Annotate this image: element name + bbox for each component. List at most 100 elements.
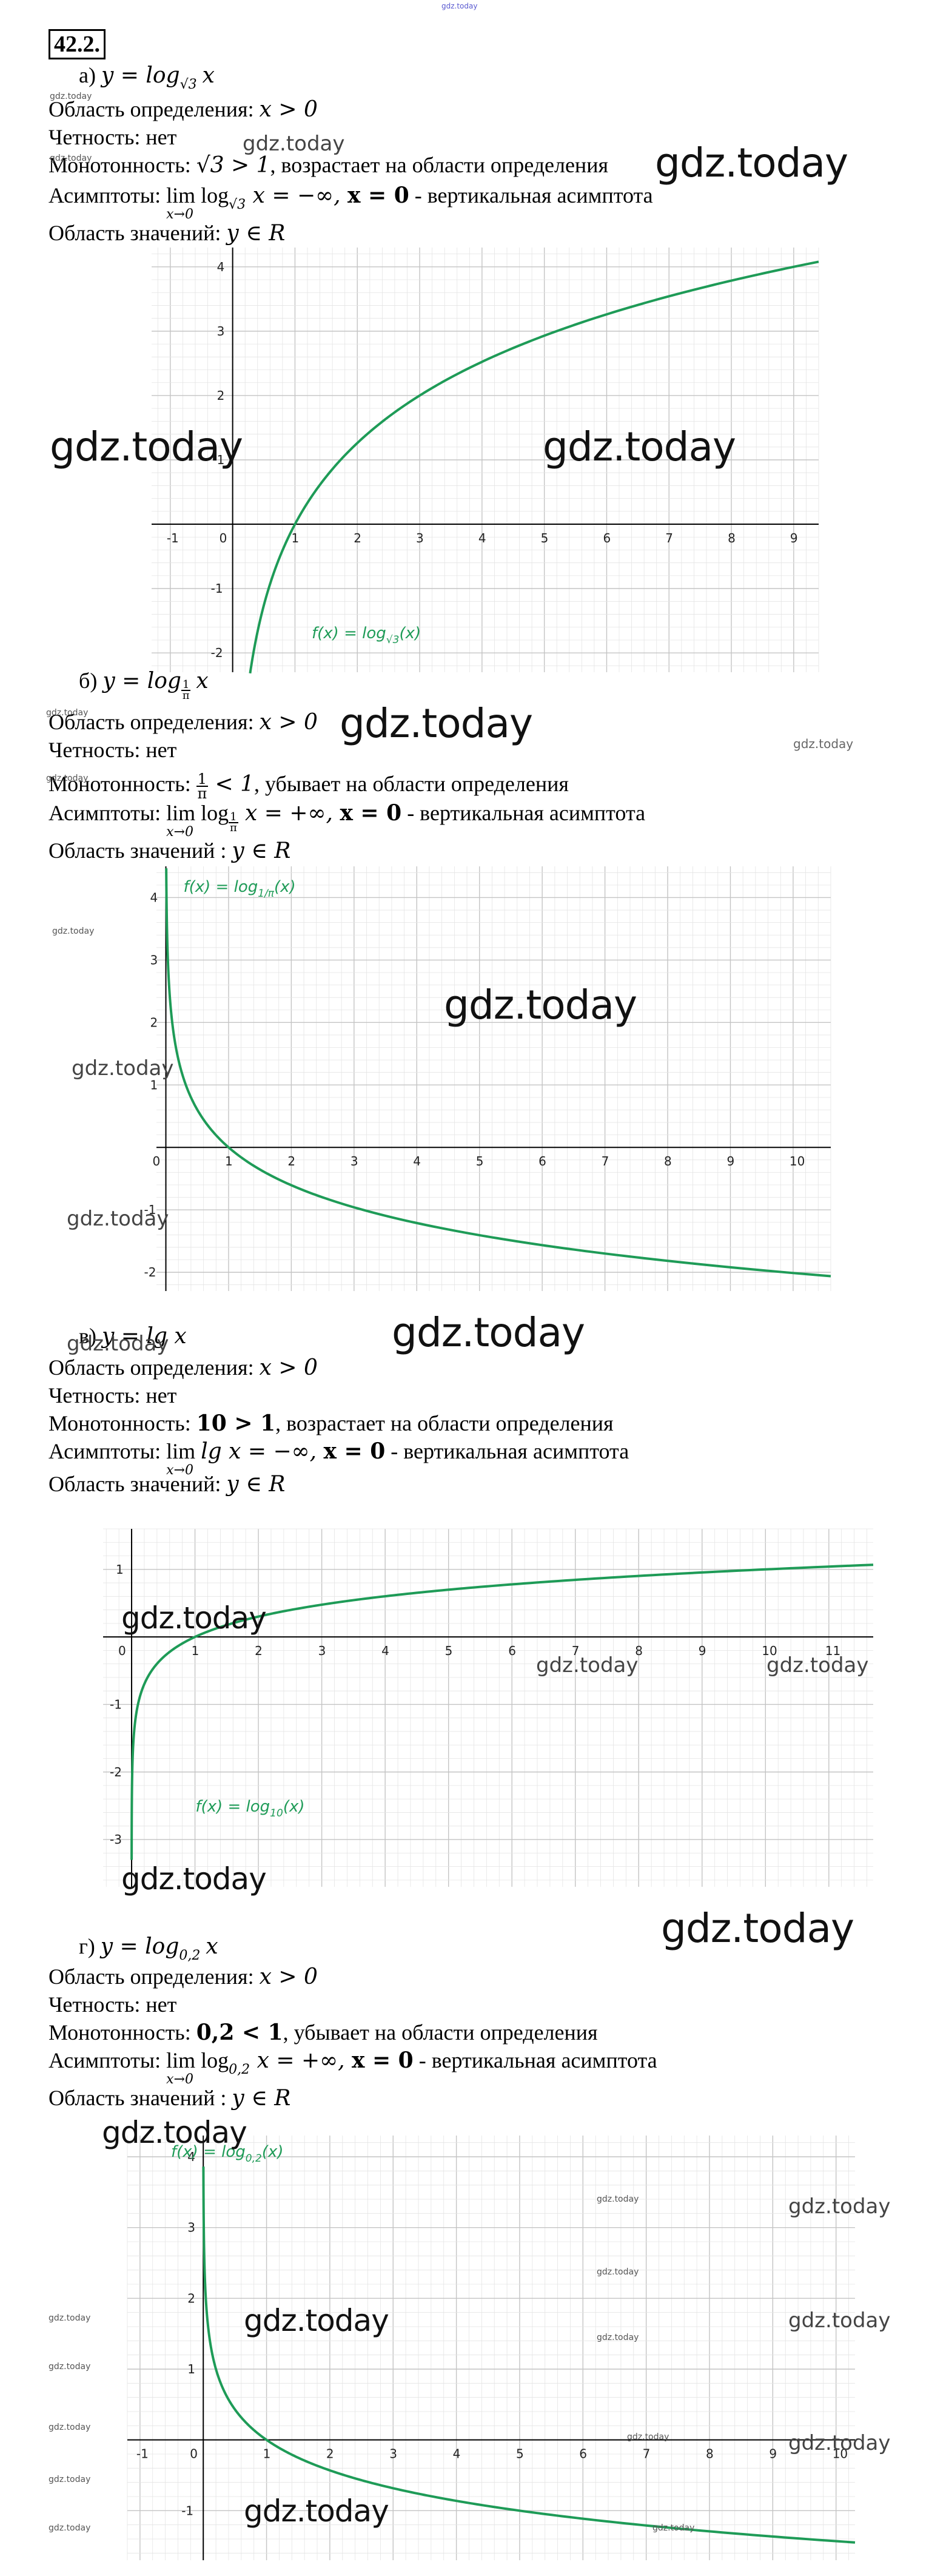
watermark: gdz.today [72,1056,174,1081]
y-tick-label: 4 [150,890,158,905]
part-v-domain: Область определения: x > 0 [49,1355,318,1380]
part-a-title: а) y = log√3 x [79,63,215,92]
part-b-parity: Четность: нет [49,738,177,762]
part-v-asymptote: Асимптоты: lim x→0 lg x = −∞, x = 0 - вер… [49,1438,629,1478]
watermark: gdz.today [49,2313,91,2323]
y-tick-label: 1 [187,2362,195,2376]
watermark: gdz.today [652,2523,695,2533]
function-curve [249,260,819,674]
x-tick-label: 0 [118,1644,126,1658]
watermark: gdz.today [243,132,345,156]
watermark: gdz.today [661,1905,854,1952]
x-tick-label: 5 [516,2447,524,2461]
x-tick-label: 4 [478,531,486,545]
watermark: gdz.today [49,2475,91,2484]
y-tick-label: 2 [217,388,225,403]
watermark: gdz.today [543,423,736,470]
watermark: gdz.today [788,2194,891,2219]
x-tick-label: -1 [136,2447,149,2461]
watermark: gdz.today [244,2493,389,2529]
watermark: gdz.today [102,2115,247,2150]
x-tick-label: 5 [445,1644,453,1658]
watermark: gdz.today [655,140,848,186]
x-tick-label: 4 [381,1644,389,1658]
x-tick-label: 11 [825,1644,840,1658]
part-g-monotonic: Монотонность: 0,2 < 1, убывает на област… [49,2020,598,2045]
x-tick-label: 3 [350,1154,358,1168]
y-tick-label: -1 [110,1697,122,1711]
part-a-parity: Четность: нет [49,125,177,149]
y-tick-label: -2 [211,646,223,660]
y-tick-label: 3 [217,324,225,339]
x-tick-label: 8 [706,2447,714,2461]
watermark: gdz.today [766,1653,869,1677]
x-tick-label: 0 [190,2447,198,2461]
y-tick-label: 4 [217,260,225,274]
chart-b: 0 1 2 3 4 5 6 7 8 9 10 -2 -1 1 2 3 4 f(x) = log1/π(x) [144,866,831,1291]
function-curve [130,1563,874,1860]
x-tick-label: 1 [192,1644,200,1658]
part-a-monotonic: Монотонность: √3 > 1, возрастает на обла… [49,153,609,178]
watermark: gdz.today [49,2362,91,2372]
watermark: gdz.today [67,1207,169,1231]
watermark: gdz.today [597,2267,639,2277]
x-tick-label: 5 [476,1154,484,1168]
x-tick-label: 1 [291,531,299,545]
x-tick-label: 2 [326,2447,334,2461]
x-tick-label: 6 [579,2447,587,2461]
part-v-title: в) y = lg x [79,1324,187,1349]
part-a-domain: Область определения: x > 0 [49,97,318,122]
watermark: gdz.today [392,1309,585,1356]
x-tick-label: 9 [790,531,798,545]
watermark: gdz.today [121,1861,267,1897]
chart-v: 0 1 2 3 4 5 6 7 8 9 10 11 -3 -2 -1 1 f(x) = log10(x) [103,1528,874,1887]
y-tick-label: 4 [187,2149,195,2164]
part-v-monotonic: Монотонность: 10 > 1, возрастает на обла… [49,1411,614,1436]
y-tick-label: 3 [187,2220,195,2235]
part-b-range: Область значений : y ∈ R [49,838,291,863]
watermark: gdz.today [50,92,92,101]
y-tick-label: -1 [144,1202,156,1217]
x-tick-label: 9 [699,1644,706,1658]
watermark: gdz.today [49,2423,91,2432]
function-curve [202,2166,856,2544]
x-tick-label: 9 [769,2447,777,2461]
watermark: gdz.today [52,926,95,936]
x-tick-label: 3 [389,2447,397,2461]
grid [156,866,831,1291]
top-watermark: gdz.today [441,2,478,10]
x-tick-label: 2 [287,1154,295,1168]
x-tick-label: 3 [318,1644,326,1658]
watermark: gdz.today [244,2303,389,2338]
y-tick-label: -1 [181,2503,193,2518]
watermark: gdz.today [46,774,89,783]
x-tick-label: 2 [354,531,361,545]
y-tick-label: -2 [144,1265,156,1280]
watermark: gdz.today [50,423,243,470]
y-tick-label: -1 [211,581,223,596]
y-tick-label: 2 [187,2291,195,2305]
y-tick-label: 1 [217,453,225,467]
watermark: gdz.today [67,1332,169,1356]
part-b-title: б) y = log 1 π x [79,669,209,702]
x-tick-label: 7 [572,1644,580,1658]
x-tick-label: 0 [153,1154,161,1168]
curve-legend: f(x) = log10(x) [195,1798,304,1819]
x-tick-label: 1 [263,2447,271,2461]
curve-legend: f(x) = log0,2(x) [171,2143,284,2165]
chart-a: -1 0 1 2 3 4 5 6 7 8 9 -2 -1 1 2 3 4 f(x) = log√3(x) [152,248,819,674]
watermark: gdz.today [793,737,854,751]
function-curve [165,868,831,1278]
grid [152,248,819,672]
watermark: gdz.today [536,1653,639,1677]
x-tick-label: 10 [833,2447,848,2461]
x-tick-label: 7 [665,531,673,545]
part-g-asymptote: Асимптоты: lim x→0 log0,2 x = +∞, x = 0 -… [49,2048,657,2087]
x-tick-label: 8 [728,531,736,545]
x-tick-label: 7 [602,1154,609,1168]
watermark: gdz.today [788,2431,891,2455]
watermark: gdz.today [46,708,89,718]
x-tick-label: 10 [790,1154,805,1168]
y-tick-label: 1 [150,1077,158,1092]
